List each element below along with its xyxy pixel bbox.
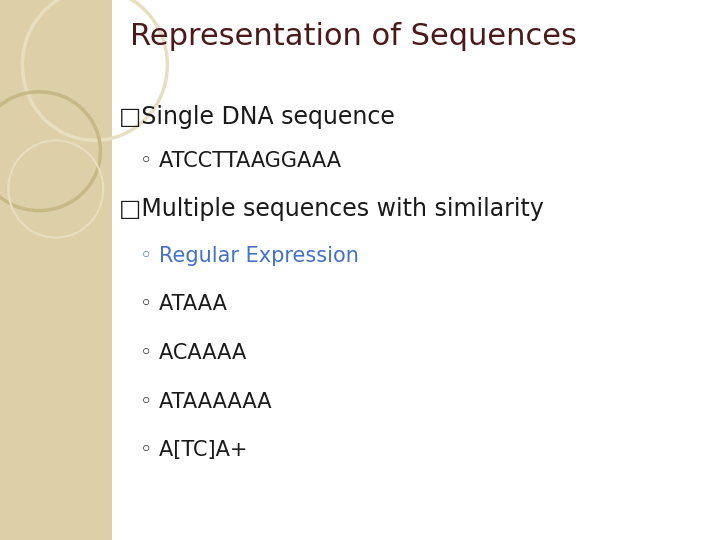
Text: ◦ ACAAAA: ◦ ACAAAA <box>140 343 247 363</box>
Text: Representation of Sequences: Representation of Sequences <box>130 22 577 51</box>
Text: □Single DNA sequence: □Single DNA sequence <box>119 105 395 129</box>
Text: ◦ ATCCTTAAGGAAA: ◦ ATCCTTAAGGAAA <box>140 151 341 171</box>
Text: ◦ A[TC]A+: ◦ A[TC]A+ <box>140 440 248 460</box>
FancyBboxPatch shape <box>0 0 112 540</box>
Text: ◦ Regular Expression: ◦ Regular Expression <box>140 246 359 266</box>
Text: □Multiple sequences with similarity: □Multiple sequences with similarity <box>119 197 544 221</box>
Text: ◦ ATAAA: ◦ ATAAA <box>140 294 228 314</box>
Text: ◦ ATAAAAAA: ◦ ATAAAAAA <box>140 392 272 411</box>
